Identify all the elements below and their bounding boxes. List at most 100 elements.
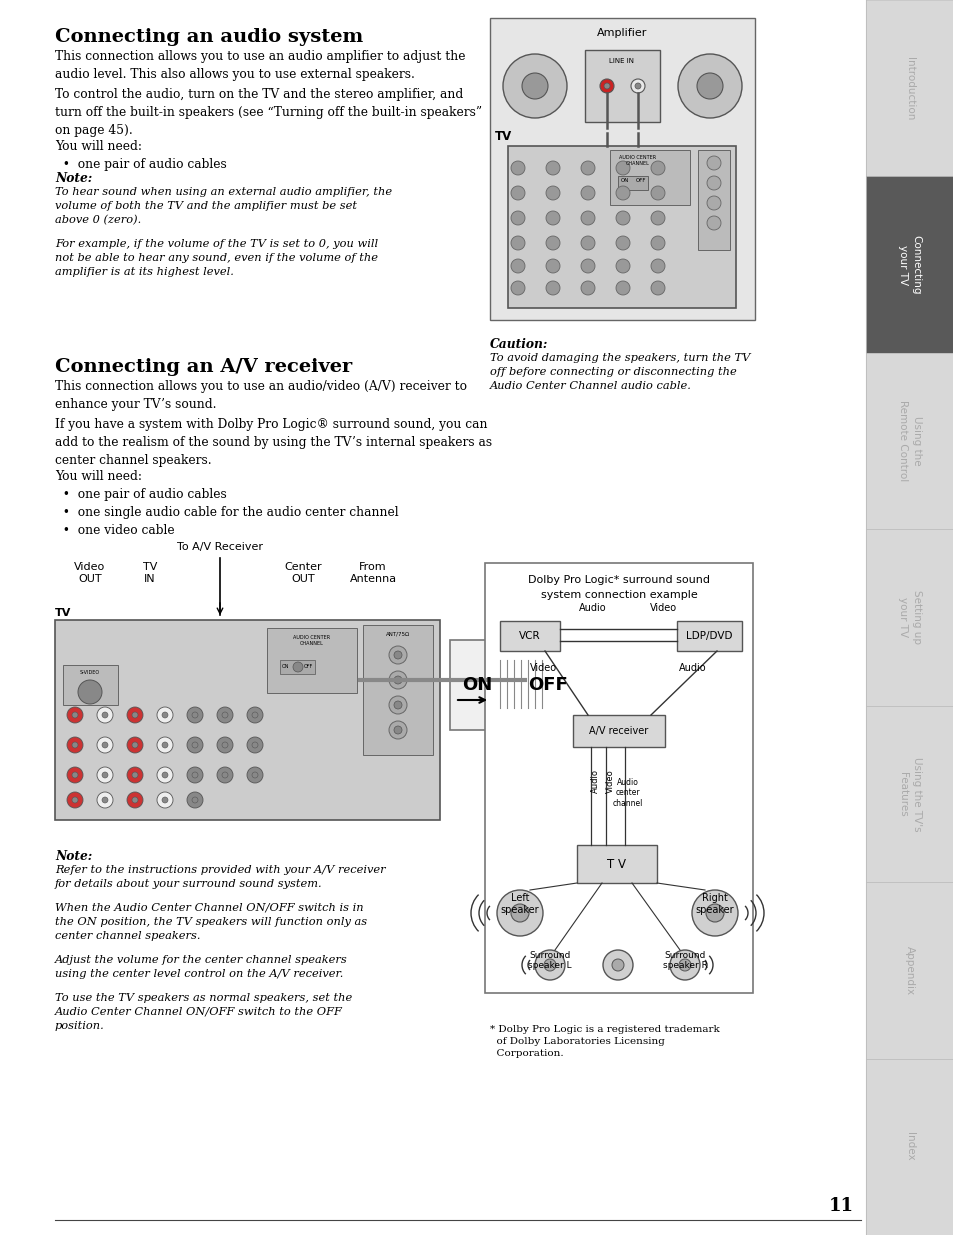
Circle shape xyxy=(580,211,595,225)
Text: VCR: VCR xyxy=(518,631,540,641)
Circle shape xyxy=(293,662,303,672)
Circle shape xyxy=(97,737,112,753)
Bar xyxy=(865,353,953,530)
Bar xyxy=(573,715,664,747)
Circle shape xyxy=(252,713,257,718)
Circle shape xyxy=(187,706,203,722)
Text: Video: Video xyxy=(649,603,676,613)
Circle shape xyxy=(162,742,168,748)
Text: To A/V Receiver: To A/V Receiver xyxy=(177,542,263,552)
Text: From
Antenna: From Antenna xyxy=(349,562,396,584)
Circle shape xyxy=(599,79,614,93)
Circle shape xyxy=(252,772,257,778)
Bar xyxy=(484,563,752,993)
Text: To avoid damaging the speakers, turn the TV
off before connecting or disconnecti: To avoid damaging the speakers, turn the… xyxy=(490,353,750,391)
Bar xyxy=(267,629,356,693)
Circle shape xyxy=(706,196,720,210)
Circle shape xyxy=(511,186,524,200)
Circle shape xyxy=(545,236,559,249)
Text: You will need:
  •  one pair of audio cables
  •  one single audio cable for the: You will need: • one pair of audio cable… xyxy=(55,471,398,537)
Bar xyxy=(577,845,657,883)
Circle shape xyxy=(192,713,198,718)
Circle shape xyxy=(616,236,629,249)
Circle shape xyxy=(389,697,407,714)
Text: 11: 11 xyxy=(827,1197,853,1215)
Text: Surround
speaker L: Surround speaker L xyxy=(528,951,571,969)
Circle shape xyxy=(162,713,168,718)
Circle shape xyxy=(187,767,203,783)
Circle shape xyxy=(97,706,112,722)
Bar xyxy=(55,620,439,820)
Circle shape xyxy=(162,772,168,778)
Circle shape xyxy=(650,211,664,225)
Circle shape xyxy=(389,646,407,664)
Bar xyxy=(698,149,729,249)
Circle shape xyxy=(222,713,228,718)
Bar xyxy=(677,621,741,651)
Circle shape xyxy=(78,680,102,704)
Bar xyxy=(495,655,550,713)
Circle shape xyxy=(102,713,108,718)
Text: OFF: OFF xyxy=(528,676,567,694)
Circle shape xyxy=(511,259,524,273)
Text: AUDIO CENTER
CHANNEL: AUDIO CENTER CHANNEL xyxy=(618,156,656,165)
Text: To use the TV speakers as normal speakers, set the
Audio Center Channel ON/OFF s: To use the TV speakers as normal speaker… xyxy=(55,993,352,1031)
Circle shape xyxy=(71,772,78,778)
Bar xyxy=(865,177,953,353)
Circle shape xyxy=(127,792,143,808)
Circle shape xyxy=(511,282,524,295)
Text: Connecting
your TV: Connecting your TV xyxy=(898,235,921,294)
Circle shape xyxy=(394,726,401,734)
Circle shape xyxy=(502,54,566,119)
Circle shape xyxy=(67,767,83,783)
Text: Left
speaker: Left speaker xyxy=(500,893,538,915)
Text: ANT/75Ω: ANT/75Ω xyxy=(386,632,410,637)
Bar xyxy=(450,640,579,730)
Text: Note:: Note: xyxy=(55,172,92,185)
Text: To hear sound when using an external audio amplifier, the
volume of both the TV : To hear sound when using an external aud… xyxy=(55,186,392,226)
Text: LINE IN: LINE IN xyxy=(609,58,634,64)
Circle shape xyxy=(394,701,401,709)
Text: OFF: OFF xyxy=(635,178,645,183)
Circle shape xyxy=(187,737,203,753)
Circle shape xyxy=(497,890,542,936)
Circle shape xyxy=(247,767,263,783)
Text: When the Audio Center Channel ON/OFF switch is in
the ON position, the TV speake: When the Audio Center Channel ON/OFF swi… xyxy=(55,903,367,941)
Text: * Dolby Pro Logic is a registered trademark
  of Dolby Laboratories Licensing
  : * Dolby Pro Logic is a registered tradem… xyxy=(490,1025,719,1057)
Circle shape xyxy=(67,792,83,808)
Circle shape xyxy=(706,177,720,190)
Bar xyxy=(865,882,953,1058)
Text: A/V receiver: A/V receiver xyxy=(589,726,648,736)
Text: Note:: Note: xyxy=(55,850,92,863)
Circle shape xyxy=(216,767,233,783)
Text: Right
speaker: Right speaker xyxy=(695,893,734,915)
Circle shape xyxy=(132,713,138,718)
Text: Setting up
your TV: Setting up your TV xyxy=(898,590,921,645)
Circle shape xyxy=(543,960,556,971)
Circle shape xyxy=(706,216,720,230)
Text: Introduction: Introduction xyxy=(904,57,914,120)
Text: You will need:
  •  one pair of audio cables: You will need: • one pair of audio cable… xyxy=(55,140,227,170)
Circle shape xyxy=(102,797,108,803)
Text: TV
IN: TV IN xyxy=(143,562,157,584)
Circle shape xyxy=(511,236,524,249)
Circle shape xyxy=(545,186,559,200)
Circle shape xyxy=(162,797,168,803)
Bar xyxy=(499,621,559,651)
Circle shape xyxy=(216,706,233,722)
Circle shape xyxy=(192,742,198,748)
Circle shape xyxy=(71,797,78,803)
Circle shape xyxy=(519,676,530,685)
Text: Connecting an A/V receiver: Connecting an A/V receiver xyxy=(55,358,352,375)
Bar xyxy=(618,177,647,190)
Text: Audio: Audio xyxy=(590,769,598,793)
Circle shape xyxy=(669,950,700,981)
Circle shape xyxy=(691,890,738,936)
Circle shape xyxy=(157,706,172,722)
Text: Index: Index xyxy=(904,1132,914,1161)
Circle shape xyxy=(97,792,112,808)
Circle shape xyxy=(697,73,722,99)
Circle shape xyxy=(127,767,143,783)
Text: Dolby Pro Logic* surround sound: Dolby Pro Logic* surround sound xyxy=(527,576,709,585)
Text: Audio: Audio xyxy=(679,663,706,673)
